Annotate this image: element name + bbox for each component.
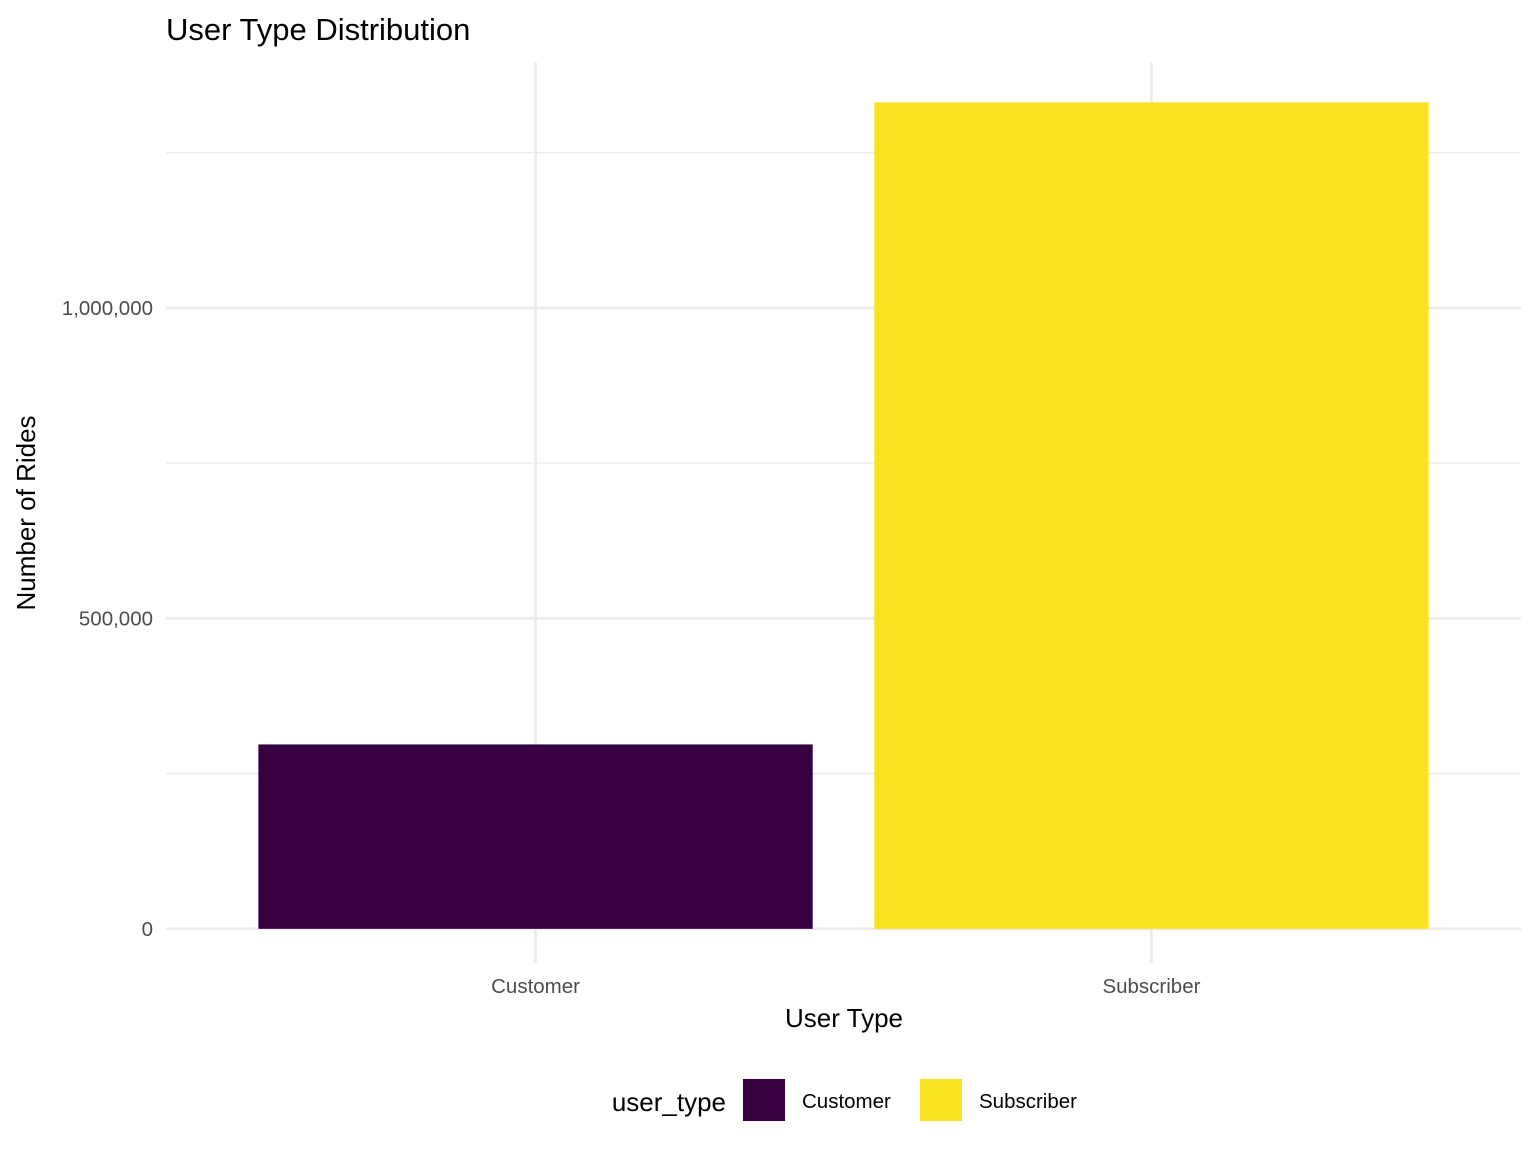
- legend-title: user_type: [612, 1087, 726, 1117]
- legend-key-swatch: [743, 1079, 785, 1121]
- bar-subscriber: [874, 102, 1429, 929]
- x-axis: Customer Subscriber: [491, 975, 1200, 998]
- y-axis: 0 500,000 1,000,000: [62, 297, 153, 941]
- x-tick-label: Subscriber: [1102, 975, 1200, 998]
- x-axis-title: User Type: [785, 1003, 903, 1033]
- chart-title: User Type Distribution: [166, 12, 470, 47]
- legend-items: Customer Subscriber: [743, 1079, 1077, 1121]
- y-axis-title: Number of Rides: [11, 415, 41, 610]
- legend-item: Customer: [743, 1079, 891, 1121]
- y-tick-label: 0: [142, 918, 153, 941]
- legend-item: Subscriber: [920, 1079, 1077, 1121]
- legend-label: Customer: [802, 1090, 891, 1113]
- legend-key-swatch: [920, 1079, 962, 1121]
- y-tick-label: 500,000: [79, 607, 153, 630]
- legend-label: Subscriber: [979, 1090, 1077, 1113]
- x-tick-label: Customer: [491, 975, 580, 998]
- bars: [258, 102, 1429, 929]
- y-tick-label: 1,000,000: [62, 297, 153, 320]
- bar-customer: [258, 744, 813, 929]
- legend: user_type Customer Subscriber: [612, 1079, 1077, 1121]
